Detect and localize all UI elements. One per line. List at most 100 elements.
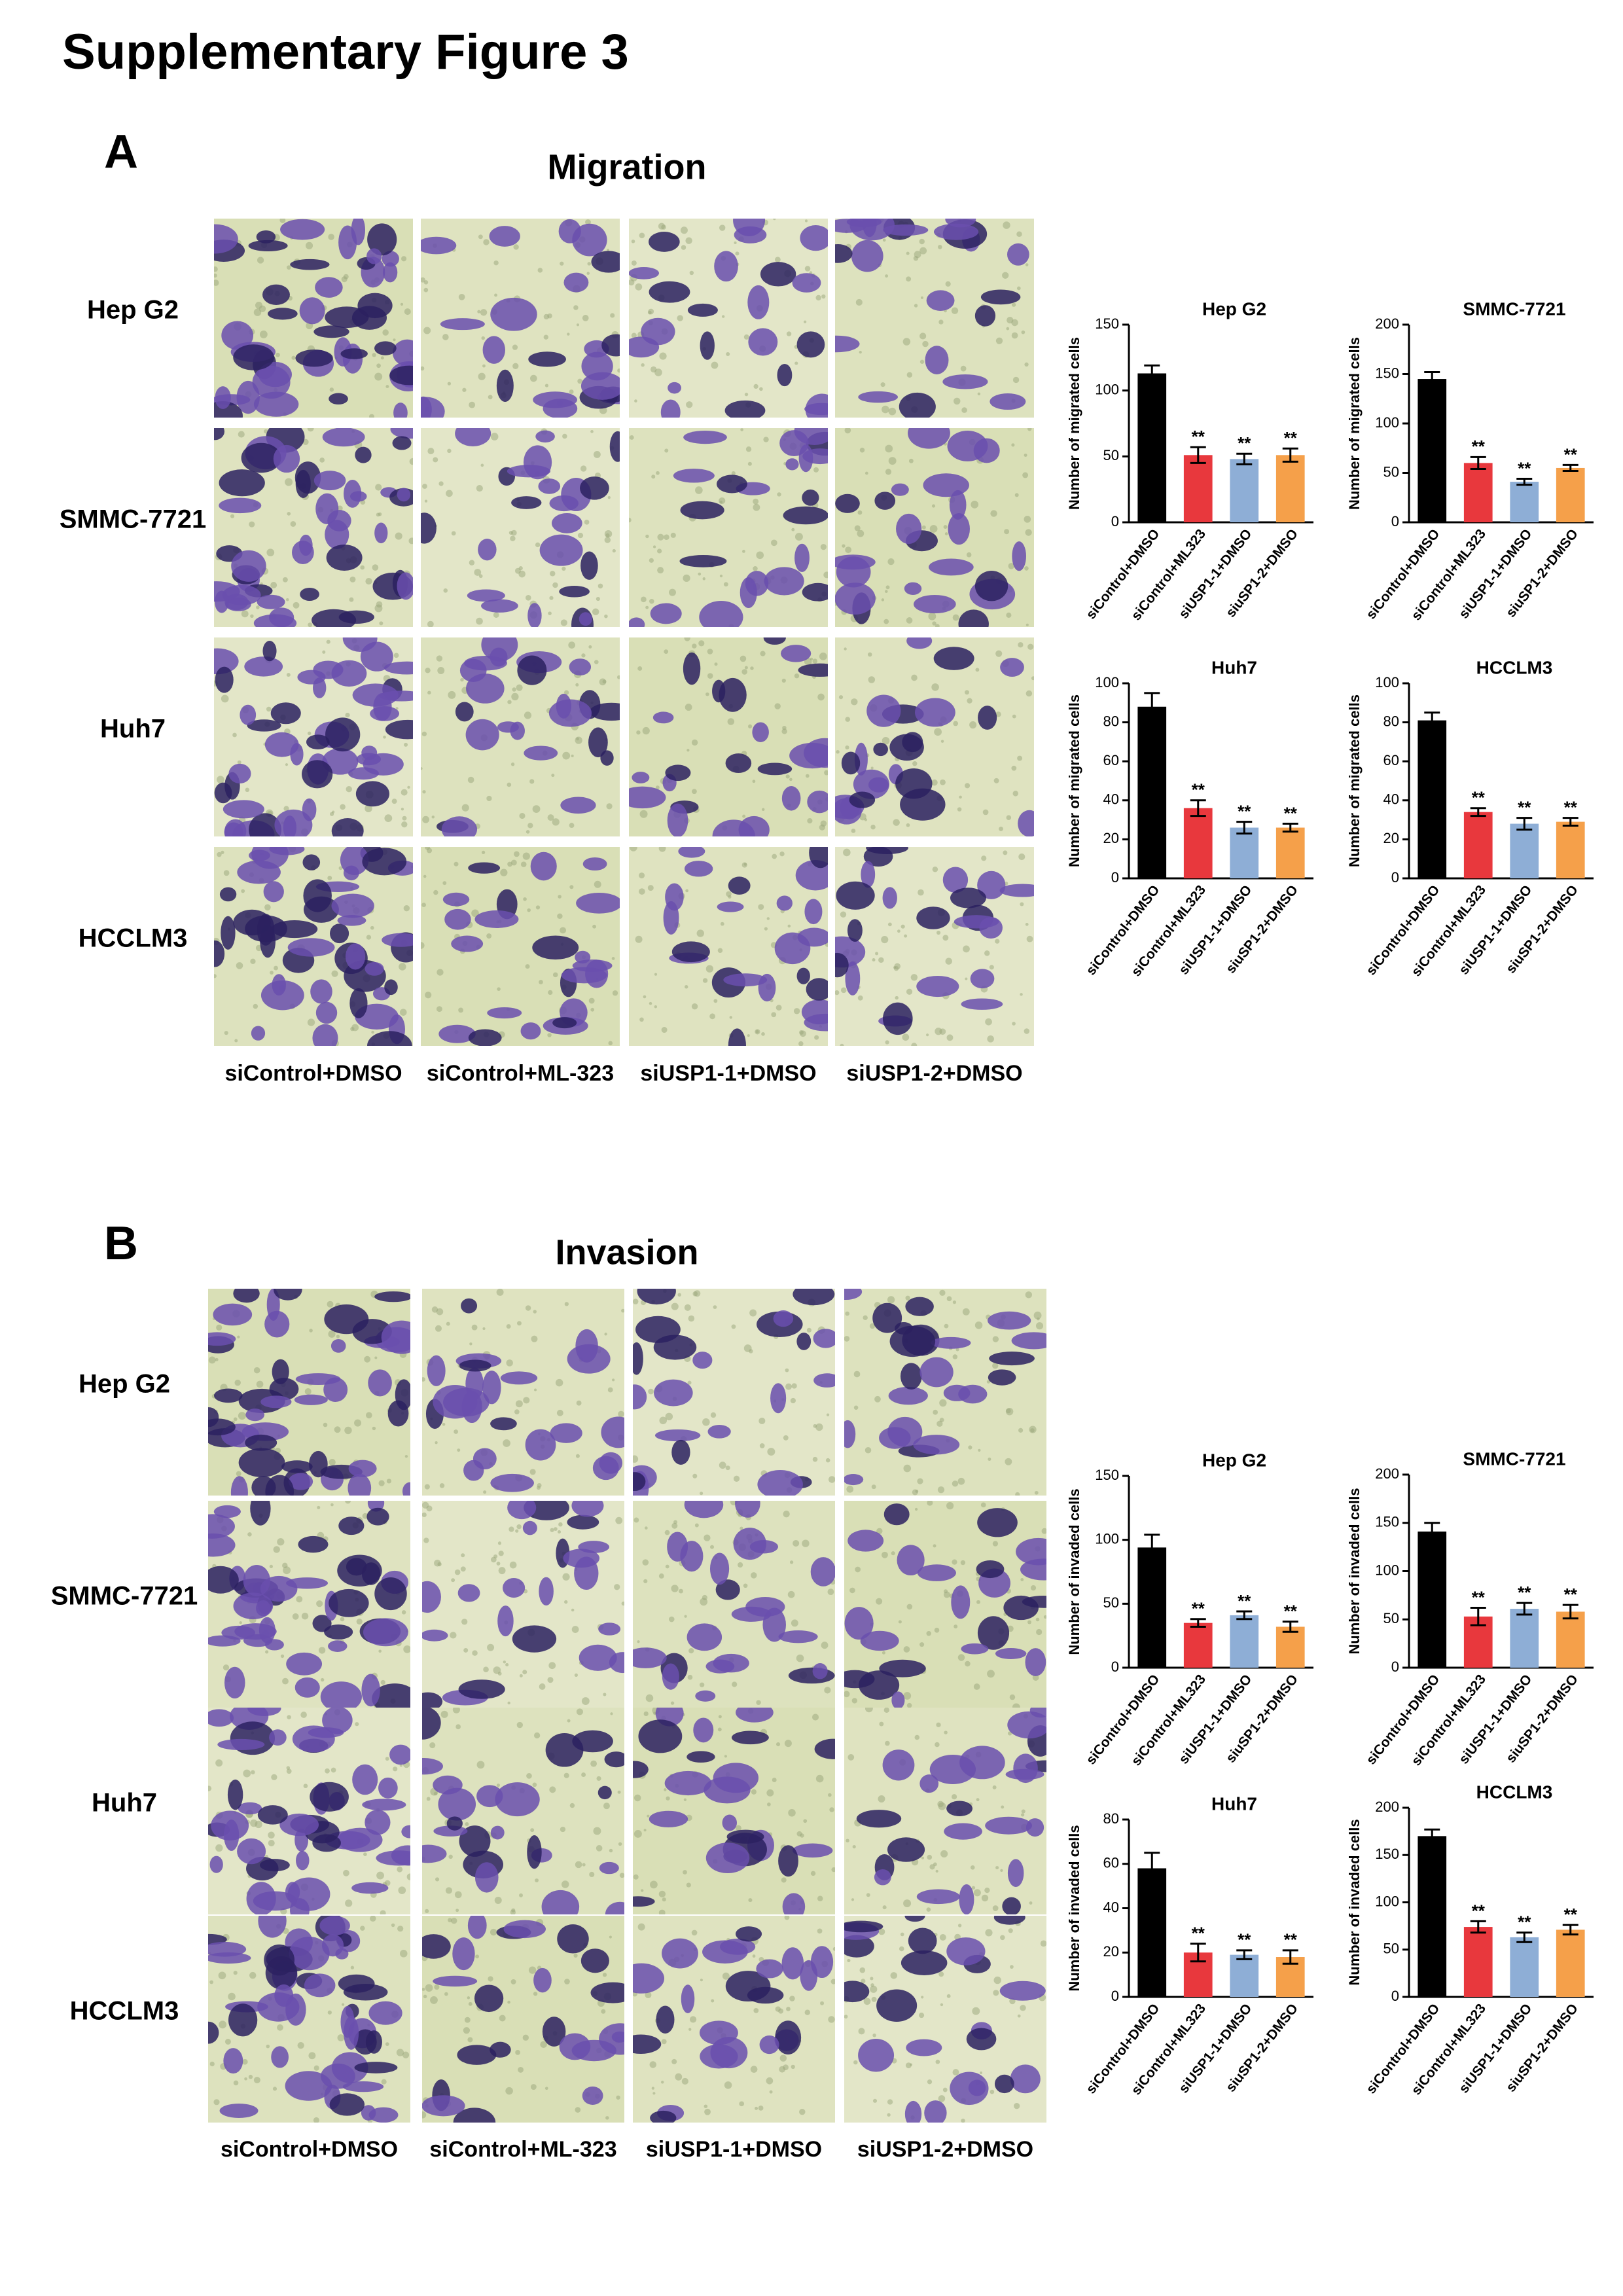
error-bar bbox=[1236, 1949, 1253, 1960]
micrograph bbox=[633, 1501, 835, 1708]
error-bar bbox=[1282, 823, 1298, 833]
column-label: siUSP1-2+DMSO bbox=[846, 1061, 1022, 1086]
micrograph bbox=[629, 637, 828, 836]
error-bar bbox=[1144, 692, 1160, 722]
significance: ** bbox=[1564, 797, 1578, 817]
error-bar bbox=[1562, 1604, 1578, 1620]
y-tick-label: 150 bbox=[1375, 1846, 1399, 1862]
micrograph bbox=[421, 428, 620, 627]
significance: ** bbox=[1192, 1599, 1205, 1619]
y-tick-label: 100 bbox=[1095, 381, 1119, 397]
significance: ** bbox=[1518, 1912, 1531, 1932]
significance: ** bbox=[1238, 1930, 1251, 1950]
significance: ** bbox=[1238, 433, 1251, 453]
row-label: Hep G2 bbox=[87, 296, 179, 325]
bar bbox=[1556, 1929, 1585, 1997]
chart-title: HCCLM3 bbox=[1476, 1782, 1553, 1802]
y-tick-label: 150 bbox=[1375, 1514, 1399, 1530]
panel-label: B bbox=[104, 1217, 138, 1270]
y-tick-label: 200 bbox=[1375, 1465, 1399, 1482]
bar bbox=[1510, 482, 1539, 522]
micrograph bbox=[421, 637, 620, 836]
error-bar bbox=[1236, 452, 1253, 465]
significance: ** bbox=[1564, 444, 1578, 464]
y-axis-label: Number of invaded cells bbox=[1346, 1488, 1363, 1654]
y-tick-label: 50 bbox=[1383, 463, 1399, 480]
error-bar bbox=[1190, 799, 1206, 817]
error-bar bbox=[1470, 1607, 1486, 1626]
bar bbox=[1463, 1927, 1493, 1997]
micrograph bbox=[422, 1289, 624, 1496]
chart-title: SMMC-7721 bbox=[1463, 1448, 1565, 1469]
chart-title: Huh7 bbox=[1211, 657, 1257, 677]
error-bar bbox=[1516, 1602, 1533, 1616]
y-tick-label: 100 bbox=[1095, 674, 1119, 691]
bar bbox=[1275, 1626, 1305, 1668]
column-label: siUSP1-2+DMSO bbox=[857, 2137, 1033, 2162]
error-bar bbox=[1144, 364, 1160, 383]
y-tick-label: 40 bbox=[1103, 791, 1119, 808]
micrograph bbox=[208, 1708, 410, 1914]
y-tick-label: 20 bbox=[1103, 1943, 1119, 1960]
bar bbox=[1230, 827, 1259, 878]
significance: ** bbox=[1472, 788, 1486, 808]
significance: ** bbox=[1238, 1591, 1251, 1611]
y-tick-label: 150 bbox=[1095, 315, 1119, 332]
error-bar bbox=[1424, 1828, 1440, 1844]
figure-title: Supplementary Figure 3 bbox=[62, 24, 629, 80]
error-bar bbox=[1516, 1931, 1533, 1943]
row-label: Huh7 bbox=[92, 1789, 157, 1818]
y-tick-label: 80 bbox=[1103, 713, 1119, 729]
significance: ** bbox=[1472, 437, 1486, 456]
error-bar bbox=[1190, 1943, 1206, 1963]
panel-label: A bbox=[104, 126, 138, 178]
micrograph bbox=[633, 1916, 835, 2123]
significance: ** bbox=[1564, 1905, 1578, 1924]
y-tick-label: 0 bbox=[1111, 869, 1119, 886]
column-label: siControl+DMSO bbox=[221, 2137, 398, 2162]
significance: ** bbox=[1518, 458, 1531, 478]
y-tick-label: 0 bbox=[1111, 1659, 1119, 1675]
y-tick-label: 60 bbox=[1103, 1855, 1119, 1871]
micrograph bbox=[422, 1708, 624, 1914]
micrograph bbox=[844, 1501, 1046, 1708]
micrograph bbox=[214, 219, 413, 418]
significance: ** bbox=[1192, 427, 1205, 446]
significance: ** bbox=[1472, 1587, 1486, 1607]
bar bbox=[1275, 827, 1305, 878]
bar bbox=[1137, 1547, 1167, 1668]
column-label: siControl+ML-323 bbox=[427, 1061, 614, 1086]
micrograph bbox=[835, 637, 1034, 836]
chart-title: SMMC-7721 bbox=[1463, 298, 1565, 319]
y-tick-label: 20 bbox=[1383, 830, 1399, 846]
micrograph bbox=[208, 1916, 410, 2123]
y-axis-label: Number of invaded cells bbox=[1066, 1488, 1082, 1655]
y-tick-label: 100 bbox=[1095, 1530, 1119, 1547]
chart-title: Hep G2 bbox=[1202, 298, 1266, 319]
bar bbox=[1556, 1611, 1585, 1668]
micrograph bbox=[422, 1916, 624, 2123]
error-bar bbox=[1282, 447, 1298, 463]
bar bbox=[1230, 459, 1259, 522]
significance: ** bbox=[1284, 803, 1298, 823]
chart-title: Hep G2 bbox=[1202, 1450, 1266, 1470]
micrograph bbox=[629, 847, 828, 1046]
y-tick-label: 80 bbox=[1103, 1810, 1119, 1827]
error-bar bbox=[1424, 711, 1440, 730]
bar bbox=[1230, 1954, 1259, 1997]
y-axis-label: Number of migrated cells bbox=[1066, 694, 1082, 867]
y-tick-label: 0 bbox=[1111, 513, 1119, 529]
error-bar bbox=[1516, 478, 1533, 486]
bar bbox=[1510, 1937, 1539, 1997]
bar bbox=[1183, 1623, 1213, 1668]
y-tick-label: 80 bbox=[1383, 713, 1399, 729]
bar bbox=[1463, 463, 1493, 522]
bar bbox=[1137, 1868, 1167, 1997]
bar bbox=[1556, 467, 1585, 522]
y-tick-label: 50 bbox=[1383, 1941, 1399, 1957]
y-tick-label: 0 bbox=[1391, 869, 1399, 886]
y-tick-label: 20 bbox=[1103, 830, 1119, 846]
micrograph bbox=[421, 847, 620, 1046]
error-bar bbox=[1424, 370, 1440, 387]
